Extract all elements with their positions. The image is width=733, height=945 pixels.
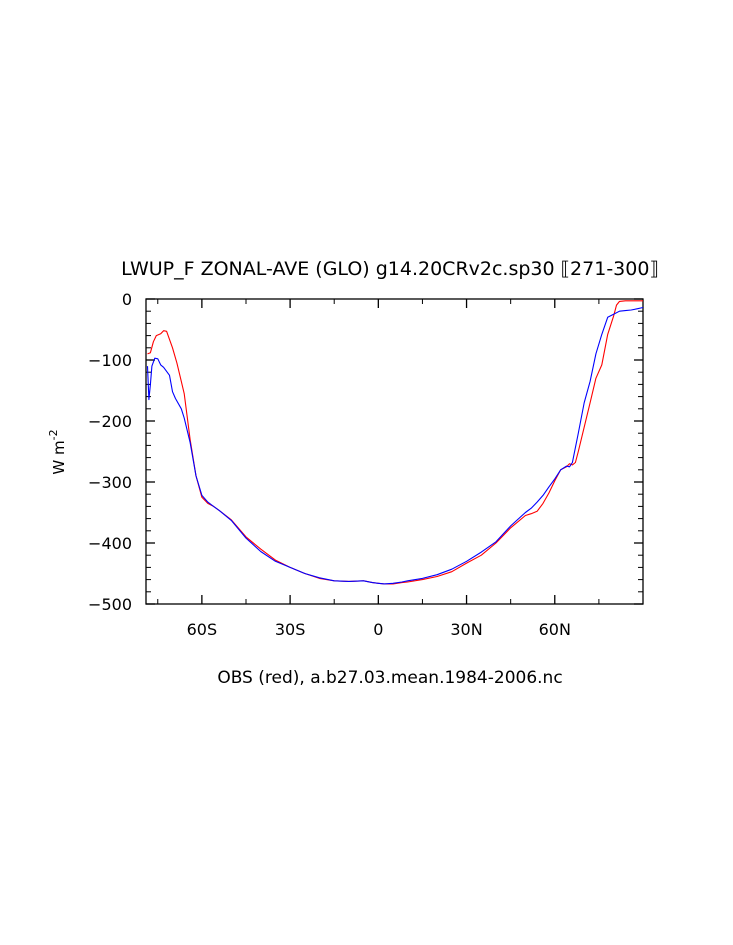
y-tick-label: −300 [88,473,132,492]
y-axis-label-text: W m [50,440,68,474]
x-tick-label: 0 [373,620,383,639]
series-line-0 [147,300,643,585]
x-tick-label: 30S [275,620,306,639]
y-tick-label: −500 [88,595,132,614]
x-tick-label: 60N [539,620,571,639]
x-tick-label: 60S [187,620,218,639]
y-tick-label: −400 [88,534,132,553]
series-group [146,300,644,585]
series-line-1 [146,306,644,585]
y-tick-label: 0 [122,290,132,309]
y-tick-label: −200 [88,412,132,431]
y-axis-label-exponent: -2 [47,429,60,440]
y-axis-label: W m-2 [47,429,68,474]
chart-title: LWUP_F ZONAL-AVE (GLO) g14.20CRv2c.sp30 … [121,258,659,280]
x-axis-label: OBS (red), a.b27.03.mean.1984-2006.nc [217,668,562,688]
axis-ticks: 60S 30S 0 30N 60N 0 −100 −200 −300 −400 −500 [88,290,644,639]
plot-frame [145,298,644,605]
x-tick-label: 30N [450,620,482,639]
y-tick-label: −100 [88,351,132,370]
